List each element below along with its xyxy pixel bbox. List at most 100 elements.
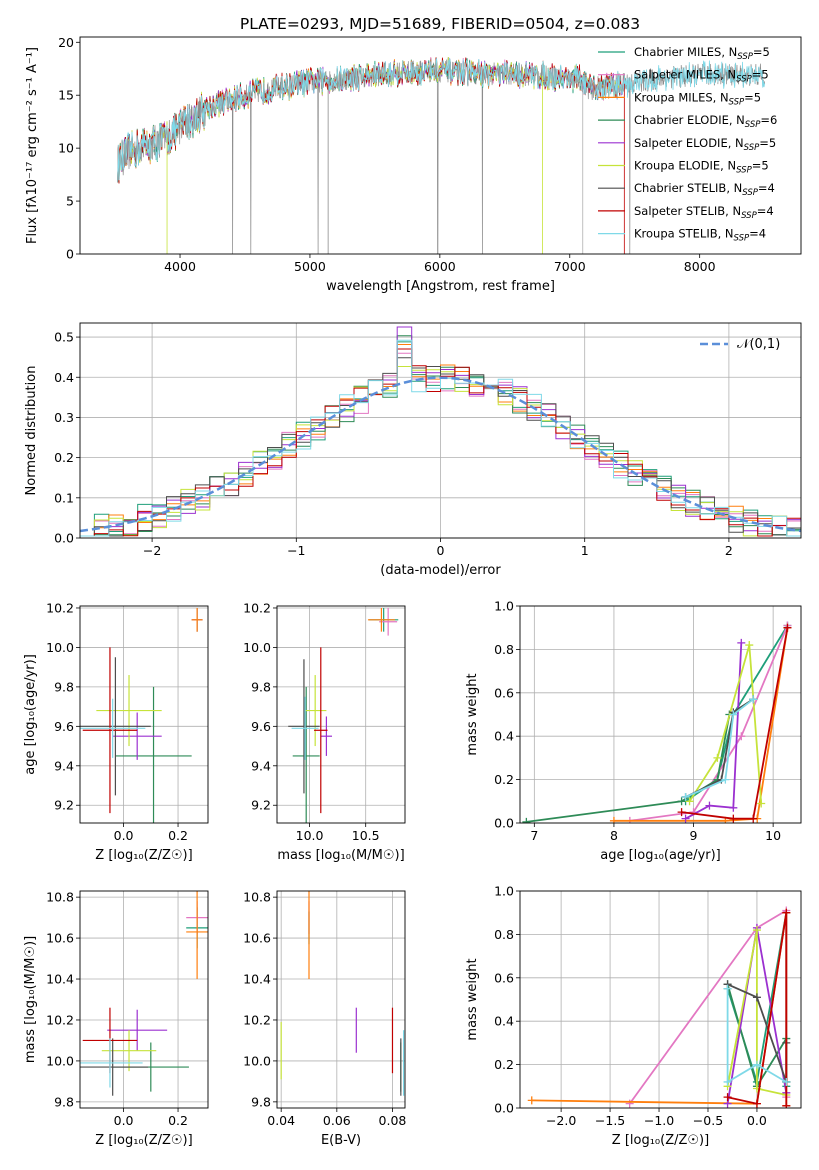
y-tick-label: 0.8 <box>494 927 514 942</box>
x-tick-label: 6000 <box>424 259 456 274</box>
legend-entry: Salpeter MILES, NSSP=5 <box>634 68 769 85</box>
y-tick-label: 10.0 <box>46 640 74 655</box>
x-tick-label: 0.06 <box>323 1113 351 1128</box>
legend-entry: Salpeter ELODIE, NSSP=5 <box>634 136 776 153</box>
weight-marker <box>609 816 618 823</box>
weight-marker <box>723 1093 732 1102</box>
x-tick-label: −1.0 <box>644 1113 674 1128</box>
weight-marker <box>705 801 714 810</box>
y-tick-label: 10.2 <box>243 600 271 615</box>
plot-area <box>80 891 208 1096</box>
legend-entry: Kroupa STELIB, NSSP=4 <box>634 227 766 244</box>
weight-marker <box>729 710 738 719</box>
x-tick-label: 0.0 <box>114 1113 134 1128</box>
y-axis-label: mass weight <box>465 958 480 1040</box>
x-tick-label: 9 <box>690 828 698 843</box>
y-tick-label: 0.4 <box>54 370 74 385</box>
x-axis-label: mass [log₁₀(M/M☉)] <box>277 848 404 863</box>
y-axis-label: age [log₁₀(age/yr)] <box>23 654 38 775</box>
axes-spectrum: 4000 5000 6000 7000 8000 0 5 10 15 20 wavelength [… <box>25 35 802 294</box>
y-tick-label: 1.0 <box>494 599 514 614</box>
y-tick-label: 10.2 <box>46 1012 74 1027</box>
weight-marker <box>749 695 758 704</box>
x-tick-label: 0.0 <box>747 1113 767 1128</box>
y-tick-label: 10.0 <box>243 640 271 655</box>
axes-age_vs_mass: 10.0 10.5 9.2 9.4 9.6 9.8 10.0 10.2 mass [log₁₀(… <box>243 600 406 863</box>
weight-marker <box>729 803 738 812</box>
x-tick-label: 8 <box>610 828 618 843</box>
y-tick-label: 0.5 <box>54 330 74 345</box>
y-tick-label: 10.4 <box>46 972 74 987</box>
x-axis-label: (data-model)/error <box>380 563 501 578</box>
weight-marker <box>752 926 761 935</box>
x-axis-label: Z [log₁₀(Z/Z☉)] <box>612 1133 709 1148</box>
weight-marker <box>527 1096 536 1105</box>
y-tick-label: 0.3 <box>54 410 74 425</box>
axes-weight_vs_Z: −2.0 −1.5 −1.0 −0.5 0.0 0.0 0.2 0.4 0.6 0.8 1.0 Z [… <box>465 884 802 1148</box>
x-tick-label: −1.5 <box>595 1113 625 1128</box>
y-tick-label: 0.2 <box>494 1057 514 1072</box>
x-tick-label: 0.2 <box>168 1113 188 1128</box>
weight-series-8 <box>685 698 754 798</box>
x-tick-label: 0.04 <box>267 1113 295 1128</box>
x-tick-label: 0.08 <box>379 1113 407 1128</box>
y-tick-label: 0.6 <box>494 970 514 985</box>
axes-frame <box>519 890 802 1109</box>
axes-frame <box>79 605 209 824</box>
y-tick-label: 20 <box>58 35 74 50</box>
legend: Chabrier MILES, NSSP=5 Salpeter MILES, NS… <box>598 45 777 244</box>
y-tick-label: 0.0 <box>54 531 74 546</box>
y-tick-label: 10.2 <box>46 600 74 615</box>
y-tick-label: 0.1 <box>54 490 74 505</box>
weight-marker <box>752 993 761 1002</box>
y-tick-label: 0.0 <box>494 816 514 831</box>
x-tick-label: 2 <box>725 543 733 558</box>
weight-marker <box>782 1101 791 1108</box>
spectrum-series-8 <box>117 58 765 183</box>
histogram-series-6 <box>80 357 801 537</box>
normal-curve <box>80 376 801 533</box>
x-tick-label: −2 <box>143 543 161 558</box>
y-tick-label: 0.2 <box>494 772 514 787</box>
weight-series-4 <box>685 642 743 820</box>
y-tick-label: 9.2 <box>251 798 271 813</box>
y-tick-label: 10.2 <box>243 1012 271 1027</box>
x-axis-label: Z [log₁₀(Z/Z☉)] <box>95 1133 192 1148</box>
y-tick-label: 10.6 <box>243 931 271 946</box>
plot-area <box>80 607 203 823</box>
weight-marker <box>782 1077 791 1086</box>
axes-frame <box>276 890 406 1109</box>
weight-series-2 <box>613 627 789 822</box>
y-tick-label: 9.2 <box>54 798 74 813</box>
weight-series-1 <box>629 625 789 822</box>
x-tick-label: 10 <box>765 828 781 843</box>
y-tick-label: 10.8 <box>46 890 74 905</box>
y-tick-label: 9.8 <box>54 1094 74 1109</box>
weight-marker <box>677 808 686 817</box>
y-tick-label: 0.4 <box>494 1014 514 1029</box>
x-tick-label: 4000 <box>164 259 196 274</box>
x-tick-label: 0.2 <box>168 828 188 843</box>
y-tick-label: 5 <box>66 194 74 209</box>
plot-area <box>80 326 801 537</box>
y-tick-label: 0.4 <box>494 729 514 744</box>
weight-marker <box>737 732 746 741</box>
weight-marker <box>729 814 738 823</box>
y-axis-label: Flux [fλ10⁻¹⁷ erg cm⁻² s⁻¹ A⁻¹] <box>25 47 40 244</box>
weight-marker <box>752 1099 761 1108</box>
y-tick-label: 10.0 <box>46 1053 74 1068</box>
axes-frame <box>519 605 802 824</box>
y-tick-label: 0 <box>66 247 74 262</box>
weight-series-5 <box>726 929 787 1096</box>
weight-marker <box>783 623 792 632</box>
legend-entry: Chabrier MILES, NSSP=5 <box>634 45 770 62</box>
plot-area <box>522 621 792 823</box>
weight-series-8 <box>726 988 787 1084</box>
y-tick-label: 10.0 <box>243 1053 271 1068</box>
x-tick-label: −1 <box>287 543 305 558</box>
x-axis-label: age [log₁₀(age/yr)] <box>600 848 721 863</box>
weight-marker <box>681 792 690 801</box>
legend-entry: Chabrier STELIB, NSSP=4 <box>634 181 775 198</box>
weight-marker <box>713 753 722 762</box>
axes-mass_vs_Z: 0.0 0.2 9.8 10.0 10.2 10.4 10.6 10.8 Z [log₁₀(Z/… <box>23 890 209 1148</box>
